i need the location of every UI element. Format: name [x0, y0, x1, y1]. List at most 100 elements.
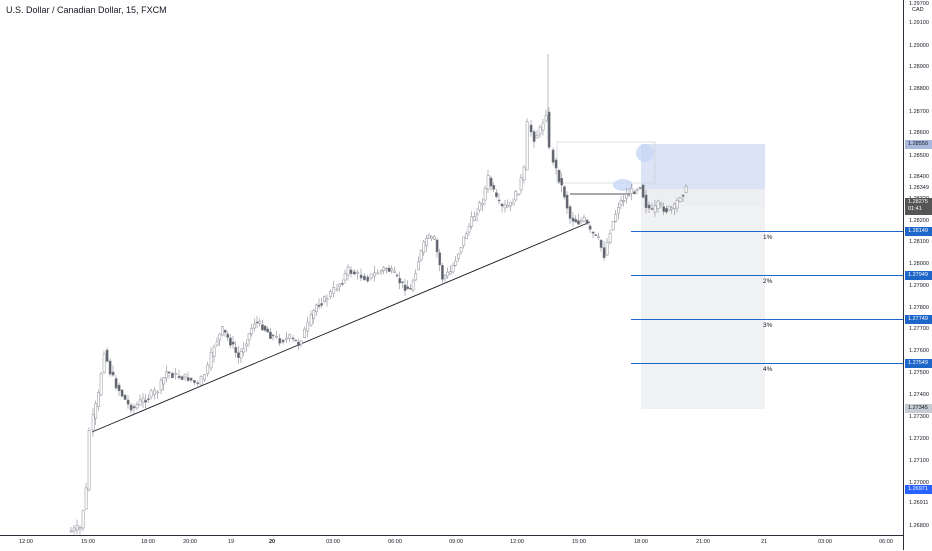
candle-up [459, 247, 463, 253]
candle-down [105, 349, 109, 362]
candle-down [271, 334, 275, 337]
candle-down [497, 199, 501, 202]
candle-up [247, 333, 251, 341]
candle-up [678, 197, 682, 202]
candle-up [162, 377, 166, 385]
candlestick-chart[interactable] [0, 0, 903, 535]
candle-up [245, 343, 248, 347]
price-tag-level-3: 1.27749 [905, 315, 932, 324]
time-tick-label: 09:00 [449, 539, 463, 545]
candle-down [263, 325, 267, 331]
percent-label-2: 2% [763, 278, 773, 285]
candle-up [218, 333, 222, 341]
candle-up [312, 310, 316, 319]
candles-group [69, 54, 688, 535]
candle-up [356, 271, 360, 274]
price-tick-label: 1.28700 [909, 109, 929, 115]
candle-down [117, 384, 121, 392]
price-tick-label: 1.28200 [909, 218, 929, 224]
price-tick-label: 1.28000 [909, 261, 929, 267]
candle-up [446, 271, 450, 277]
candle-down [641, 184, 645, 198]
candle-up [203, 374, 206, 380]
candle-down [650, 208, 654, 210]
candle-up [478, 202, 482, 211]
candle-up [511, 202, 515, 206]
time-axis[interactable]: 12:00 15:00 18:00 20:00 19 20 03:00 06:00 09:00 1… [0, 535, 903, 551]
candle-down [495, 192, 498, 197]
candle-up [84, 487, 88, 510]
candle-up [385, 268, 388, 270]
candle-down [599, 239, 603, 248]
chart-pane[interactable]: U.S. Dollar / Canadian Dollar, 15, FXCM … [0, 0, 903, 535]
candle-up [535, 135, 539, 139]
candle-down [114, 378, 118, 389]
time-tick-label: 06:00 [879, 539, 893, 545]
candle-up [376, 272, 380, 275]
price-tag-level-2: 1.27949 [905, 271, 932, 280]
candle-up [153, 389, 156, 395]
candle-up [635, 189, 639, 192]
candle-up [443, 275, 447, 279]
candle-up [656, 200, 660, 209]
candle-down [644, 194, 648, 209]
candle-down [633, 191, 636, 195]
candle-up [199, 376, 203, 386]
candle-up [69, 530, 73, 533]
candle-up [102, 353, 106, 373]
candle-up [433, 236, 436, 240]
price-axis[interactable]: 1.29700 1.29100 1.29000 1.28900 1.28800 1.287… [903, 0, 932, 550]
candle-down [547, 111, 551, 148]
candle-up [285, 337, 288, 340]
candle-up [87, 430, 91, 491]
candle-up [544, 115, 548, 122]
candle-up [165, 371, 168, 379]
candle-down [196, 382, 200, 384]
candle-up [425, 238, 428, 246]
stop-zone[interactable] [641, 189, 765, 206]
candle-up [75, 525, 79, 531]
time-tick-label: 06:00 [388, 539, 402, 545]
candle-down [662, 206, 666, 212]
candle-up [617, 207, 620, 214]
candle-down [108, 360, 112, 375]
candle-up [156, 391, 160, 394]
candle-up [670, 207, 674, 210]
candle-up [323, 296, 326, 302]
time-tick-label: 12:00 [510, 539, 524, 545]
candle-up [451, 265, 455, 273]
candle-up [673, 203, 676, 209]
candle-down [193, 380, 196, 383]
candle-up [630, 188, 634, 194]
current-price: 1.28275 [908, 199, 928, 205]
candle-down [353, 271, 356, 275]
percent-label-4: 4% [763, 366, 773, 373]
price-tick-label: 1.29000 [909, 43, 929, 49]
candle-down [186, 377, 190, 381]
candle-down [266, 328, 270, 333]
target-zone[interactable] [641, 206, 765, 409]
candle-up [509, 201, 512, 207]
price-tag-low: 1.26971 [905, 485, 932, 494]
highlight-marker [613, 179, 633, 191]
price-tick-label: 1.27500 [909, 370, 929, 376]
candle-up [258, 320, 262, 324]
candle-down [406, 286, 410, 290]
candle-up [597, 236, 600, 239]
candle-down [403, 284, 407, 291]
candle-up [522, 166, 526, 181]
profit-zone[interactable] [641, 144, 765, 189]
candle-up [619, 200, 623, 206]
price-tick-label: 1.27200 [909, 436, 929, 442]
candle-down [359, 274, 363, 279]
candle-down [255, 321, 259, 324]
candle-down [231, 341, 235, 345]
trendline[interactable] [91, 221, 591, 433]
symbol-title: U.S. Dollar / Canadian Dollar, 15, FXCM [6, 5, 167, 15]
candle-up [579, 220, 583, 223]
candle-up [315, 304, 318, 312]
candle-up [369, 273, 373, 279]
candle-up [306, 321, 310, 332]
candle-up [299, 340, 303, 345]
candle-down [489, 177, 493, 187]
